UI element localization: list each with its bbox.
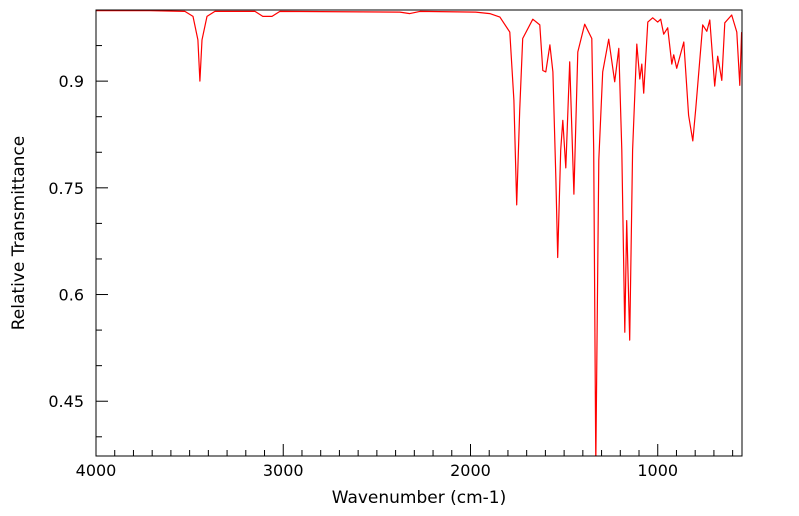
x-tick-label: 2000 bbox=[450, 461, 491, 480]
x-axis-title: Wavenumber (cm-1) bbox=[332, 488, 507, 508]
plot-frame bbox=[95, 9, 743, 457]
x-tick-label: 4000 bbox=[76, 461, 117, 480]
x-tick-label: 3000 bbox=[263, 461, 304, 480]
x-tick-label: 1000 bbox=[637, 461, 678, 480]
y-tick-label: 0.9 bbox=[59, 72, 84, 91]
axis-ticks bbox=[95, 9, 734, 456]
y-tick-label: 0.6 bbox=[59, 286, 84, 305]
y-tick-label: 0.75 bbox=[48, 179, 84, 198]
spectrum-line bbox=[96, 10, 742, 456]
tick-labels: 4000 3000 2000 1000 0.45 0.6 0.75 0.9 bbox=[48, 72, 678, 480]
y-axis-title: Relative Transmittance bbox=[9, 136, 29, 331]
y-tick-label: 0.45 bbox=[48, 392, 84, 411]
